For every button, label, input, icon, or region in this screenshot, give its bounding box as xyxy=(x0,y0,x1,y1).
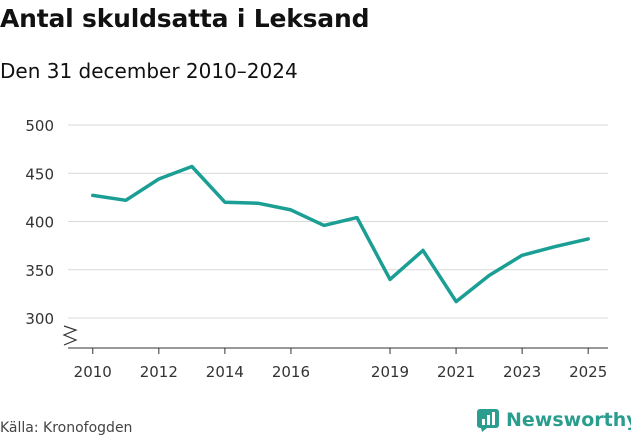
data-point-2015 xyxy=(256,202,259,205)
data-point-2010 xyxy=(91,194,94,197)
data-point-2019 xyxy=(389,278,392,281)
data-point-2018 xyxy=(355,216,358,219)
data-point-2014 xyxy=(223,201,226,204)
y-tick-label-300: 300 xyxy=(25,310,54,328)
data-point-2024 xyxy=(554,245,557,248)
x-tick-label-2019: 2019 xyxy=(371,363,409,381)
y-tick-label-400: 400 xyxy=(25,214,54,232)
source-note: Källa: Kronofogden xyxy=(0,420,133,436)
axis-break-marker xyxy=(62,325,78,346)
x-tick-label-2012: 2012 xyxy=(140,363,178,381)
chart-title: Antal skuldsatta i Leksand xyxy=(0,4,370,33)
y-tick-label-500: 500 xyxy=(25,117,54,135)
data-point-2023 xyxy=(521,254,524,257)
data-point-2013 xyxy=(190,165,193,168)
data-point-2025 xyxy=(587,237,590,240)
newsworthy-logo: Newsworthy xyxy=(476,408,631,432)
data-point-2016 xyxy=(289,208,292,211)
data-point-2020 xyxy=(422,249,425,252)
x-tick-label-2014: 2014 xyxy=(206,363,244,381)
chart-subtitle: Den 31 december 2010–2024 xyxy=(0,59,298,83)
newsworthy-icon xyxy=(477,409,499,432)
series-line-0 xyxy=(91,164,590,304)
data-point-2012 xyxy=(157,178,160,181)
y-tick-label-450: 450 xyxy=(25,165,54,183)
data-point-2021 xyxy=(455,300,458,303)
x-tick-label-2016: 2016 xyxy=(272,363,310,381)
brand-name: Newsworthy xyxy=(506,409,631,431)
x-tick-label-2010: 2010 xyxy=(74,363,112,381)
x-tick-label-2025: 2025 xyxy=(569,363,607,381)
data-point-2022 xyxy=(488,274,491,277)
data-point-2011 xyxy=(124,199,127,202)
y-tick-label-350: 350 xyxy=(25,262,54,280)
x-tick-label-2021: 2021 xyxy=(437,363,475,381)
data-point-2017 xyxy=(322,224,325,227)
x-tick-label-2023: 2023 xyxy=(503,363,541,381)
